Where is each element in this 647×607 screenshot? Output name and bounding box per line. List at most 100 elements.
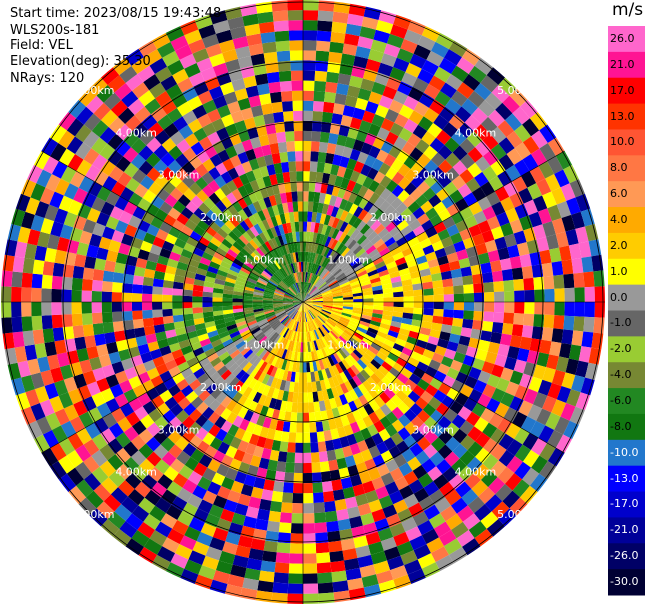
velocity-bin xyxy=(318,267,325,277)
velocity-bin xyxy=(349,421,361,434)
velocity-bin xyxy=(308,412,316,423)
velocity-bin xyxy=(286,307,295,314)
velocity-bin xyxy=(269,449,280,462)
velocity-bin xyxy=(303,281,306,292)
velocity-bin xyxy=(256,333,266,343)
velocity-bin xyxy=(303,432,311,443)
velocity-bin xyxy=(267,251,276,262)
velocity-bin xyxy=(456,57,475,74)
velocity-bin xyxy=(303,452,312,464)
velocity-bin xyxy=(379,187,392,201)
velocity-bin xyxy=(292,100,303,111)
velocity-bin xyxy=(466,131,483,148)
velocity-bin xyxy=(303,292,308,302)
velocity-bin xyxy=(378,10,397,25)
velocity-bin xyxy=(433,521,452,538)
velocity-bin xyxy=(379,175,392,188)
velocity-bin xyxy=(424,159,439,174)
velocity-bin xyxy=(275,214,283,226)
velocity-bin xyxy=(347,254,358,264)
velocity-bin xyxy=(201,555,220,571)
velocity-bin xyxy=(396,262,409,271)
velocity-bin xyxy=(278,369,285,380)
velocity-bin xyxy=(290,309,298,319)
velocity-bin xyxy=(188,336,200,346)
velocity-bin xyxy=(172,281,184,290)
velocity-bin xyxy=(494,402,510,418)
velocity-bin xyxy=(496,377,510,393)
velocity-bin xyxy=(279,281,289,290)
velocity-bin xyxy=(201,251,214,262)
velocity-bin xyxy=(215,247,228,257)
velocity-bin xyxy=(248,548,264,561)
velocity-bin xyxy=(160,423,175,438)
velocity-bin xyxy=(583,271,595,288)
velocity-bin xyxy=(241,452,254,465)
velocity-bin xyxy=(445,152,461,168)
velocity-bin xyxy=(494,236,508,250)
velocity-bin xyxy=(227,248,238,259)
velocity-bin xyxy=(284,212,291,224)
velocity-bin xyxy=(363,6,382,21)
velocity-bin xyxy=(457,465,474,482)
velocity-bin xyxy=(91,433,108,450)
velocity-bin xyxy=(212,527,229,542)
velocity-bin xyxy=(311,290,320,297)
velocity-bin xyxy=(107,454,124,471)
velocity-bin xyxy=(523,313,535,327)
velocity-bin xyxy=(393,90,409,105)
velocity-bin xyxy=(212,302,223,307)
velocity-bin xyxy=(287,350,293,362)
velocity-bin xyxy=(245,148,257,162)
velocity-bin xyxy=(341,234,351,245)
velocity-bin xyxy=(201,342,214,353)
velocity-bin xyxy=(317,10,334,22)
velocity-bin xyxy=(311,462,321,473)
velocity-bin xyxy=(181,174,196,189)
velocity-bin xyxy=(145,333,158,344)
velocity-bin xyxy=(253,189,264,201)
velocity-bin xyxy=(301,271,303,282)
velocity-bin xyxy=(359,355,371,367)
velocity-bin xyxy=(197,219,210,231)
velocity-bin xyxy=(491,270,504,283)
velocity-bin xyxy=(262,303,273,307)
velocity-bin xyxy=(303,110,314,122)
velocity-bin xyxy=(443,294,454,302)
velocity-bin xyxy=(396,333,409,342)
velocity-bin xyxy=(155,262,167,273)
velocity-bin xyxy=(344,455,356,468)
velocity-bin xyxy=(295,302,303,309)
velocity-bin xyxy=(237,209,249,221)
velocity-bin xyxy=(253,344,263,355)
velocity-bin xyxy=(68,199,83,216)
velocity-bin xyxy=(317,338,324,349)
velocity-bin xyxy=(270,226,278,238)
velocity-bin xyxy=(380,278,392,286)
velocity-bin xyxy=(462,73,481,91)
velocity-bin xyxy=(151,395,165,409)
velocity-bin xyxy=(365,265,377,274)
velocity-bin xyxy=(564,287,575,302)
velocity-bin xyxy=(488,109,505,127)
velocity-bin xyxy=(244,23,261,37)
velocity-bin xyxy=(197,499,213,514)
velocity-bin xyxy=(265,312,276,319)
velocity-bin xyxy=(373,302,384,307)
velocity-bin xyxy=(452,317,464,328)
velocity-bin xyxy=(342,308,353,313)
velocity-bin xyxy=(467,496,485,514)
velocity-bin xyxy=(321,224,328,235)
velocity-bin xyxy=(422,187,436,201)
velocity-bin xyxy=(497,343,510,357)
velocity-bin xyxy=(51,314,63,329)
velocity-bin xyxy=(331,228,340,240)
velocity-bin xyxy=(282,421,291,433)
velocity-bin xyxy=(303,503,315,514)
velocity-bin xyxy=(323,323,332,332)
velocity-bin xyxy=(227,489,241,504)
velocity-bin xyxy=(250,327,261,335)
velocity-bin xyxy=(271,321,281,329)
velocity-bin xyxy=(235,45,251,59)
velocity-bin xyxy=(163,377,177,390)
